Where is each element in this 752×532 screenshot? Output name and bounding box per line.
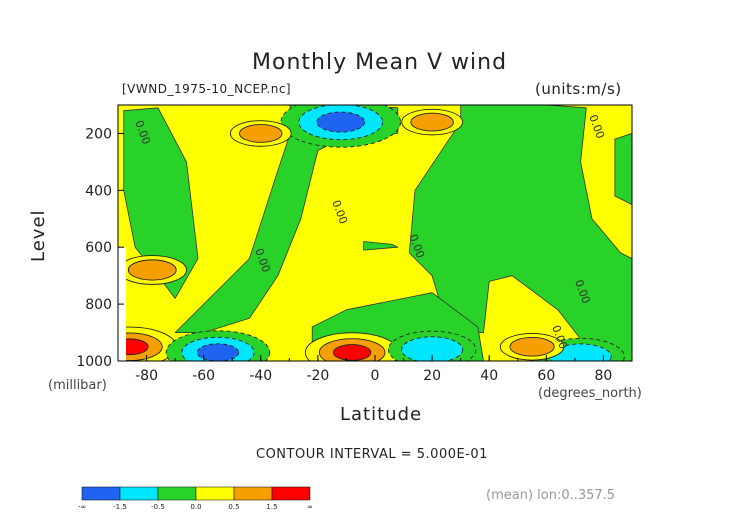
y-tick-label-4: 1000 bbox=[76, 354, 112, 370]
x-tick-label-4: 0 bbox=[371, 368, 380, 384]
y-tick-label-1: 400 bbox=[85, 183, 112, 199]
y-tick-label-0: 200 bbox=[85, 126, 112, 142]
y-unit-label: (millibar) bbox=[48, 378, 107, 393]
feature-positive-1 bbox=[304, 332, 400, 361]
feature-negative-3 bbox=[165, 330, 271, 361]
y-tick-label-3: 800 bbox=[85, 297, 112, 313]
feature-positive-7 bbox=[229, 120, 292, 147]
x-unit-label: (degrees_north) bbox=[538, 386, 642, 401]
footnote: (mean) lon:0..357.5 bbox=[486, 488, 616, 503]
feature-positive-0 bbox=[118, 326, 177, 361]
feature-positive-8 bbox=[499, 333, 565, 361]
feature-negative-4 bbox=[387, 330, 477, 361]
x-tick-label-7: 60 bbox=[537, 368, 555, 384]
feature-positive-6 bbox=[401, 108, 463, 136]
negative-region-0 bbox=[123, 107, 199, 299]
feature-negative-2 bbox=[280, 105, 401, 148]
x-tick-label-5: 20 bbox=[423, 368, 441, 384]
feature-positive-9 bbox=[118, 255, 187, 285]
dataset-label: [VWND_1975-10_NCEP.nc] bbox=[122, 82, 292, 96]
contour-interval-text: CONTOUR INTERVAL = 5.000E-01 bbox=[256, 447, 488, 462]
x-tick-label-1: -60 bbox=[192, 368, 215, 384]
negative-region-2 bbox=[408, 105, 632, 361]
units-label: (units:m/s) bbox=[535, 80, 622, 98]
x-axis-title: Latitude bbox=[340, 404, 423, 425]
negative-region-3 bbox=[614, 133, 632, 205]
x-tick-label-3: -20 bbox=[306, 368, 329, 384]
y-tick-label-2: 600 bbox=[85, 240, 112, 256]
negative-region-5 bbox=[363, 241, 399, 251]
x-tick-label-2: -40 bbox=[249, 368, 272, 384]
x-tick-label-8: 80 bbox=[595, 368, 613, 384]
x-tick-label-0: -80 bbox=[135, 368, 158, 384]
chart-title: Monthly Mean V wind bbox=[252, 50, 508, 75]
x-tick-label-6: 40 bbox=[480, 368, 498, 384]
